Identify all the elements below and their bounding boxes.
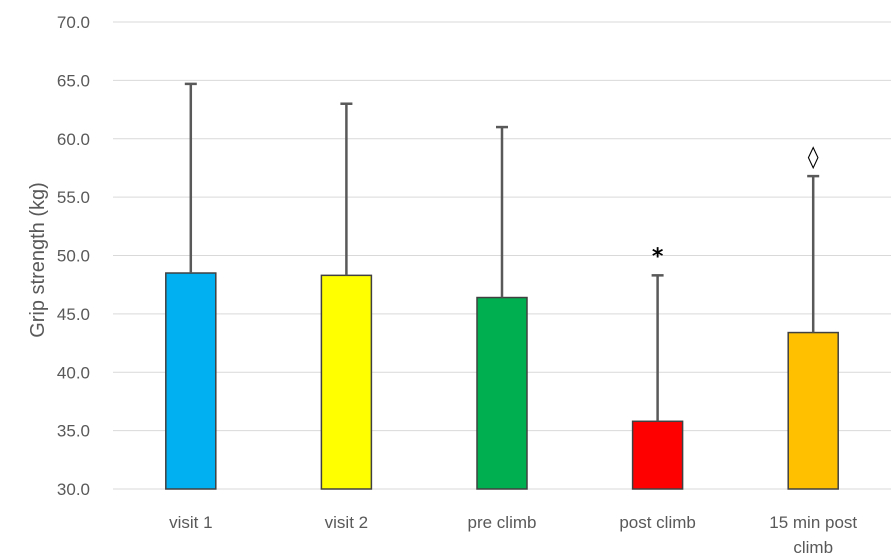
- bar-pre-climb: [476, 296, 528, 490]
- bar-visit-2: [320, 274, 373, 490]
- y-tick-label: 40.0: [57, 363, 90, 382]
- y-tick-label: 30.0: [57, 480, 90, 499]
- x-tick-label: pre climb: [468, 513, 537, 532]
- bars: [165, 272, 839, 490]
- significance-marker: *: [652, 244, 664, 269]
- y-tick-label: 65.0: [57, 71, 90, 90]
- y-tick-label: 70.0: [57, 13, 90, 32]
- y-tick-label: 55.0: [57, 188, 90, 207]
- x-tick-label: visit 2: [325, 513, 368, 532]
- x-tick-label: 15 min post climb: [769, 513, 857, 557]
- y-tick-label: 35.0: [57, 422, 90, 441]
- x-tick-label: post climb: [619, 513, 696, 532]
- significance-marker: ◊: [808, 145, 819, 170]
- y-axis-ticks: 30.0 35.0 40.0 45.0 50.0 55.0 60.0 65.0 70.0: [57, 13, 90, 499]
- x-tick-label: visit 1: [169, 513, 212, 532]
- y-tick-label: 60.0: [57, 130, 90, 149]
- bar-post-climb: [631, 420, 684, 490]
- significance-markers: *◊: [652, 145, 819, 269]
- x-axis-ticks: visit 1 visit 2 pre climb post climb 15 min …: [169, 513, 857, 557]
- bar-15-min-post-climb: [787, 331, 839, 490]
- y-axis-title: Grip strength (kg): [27, 182, 49, 338]
- y-tick-label: 45.0: [57, 305, 90, 324]
- y-tick-label: 50.0: [57, 247, 90, 266]
- bar-visit-1: [165, 272, 217, 490]
- error-bars: [184, 82, 820, 422]
